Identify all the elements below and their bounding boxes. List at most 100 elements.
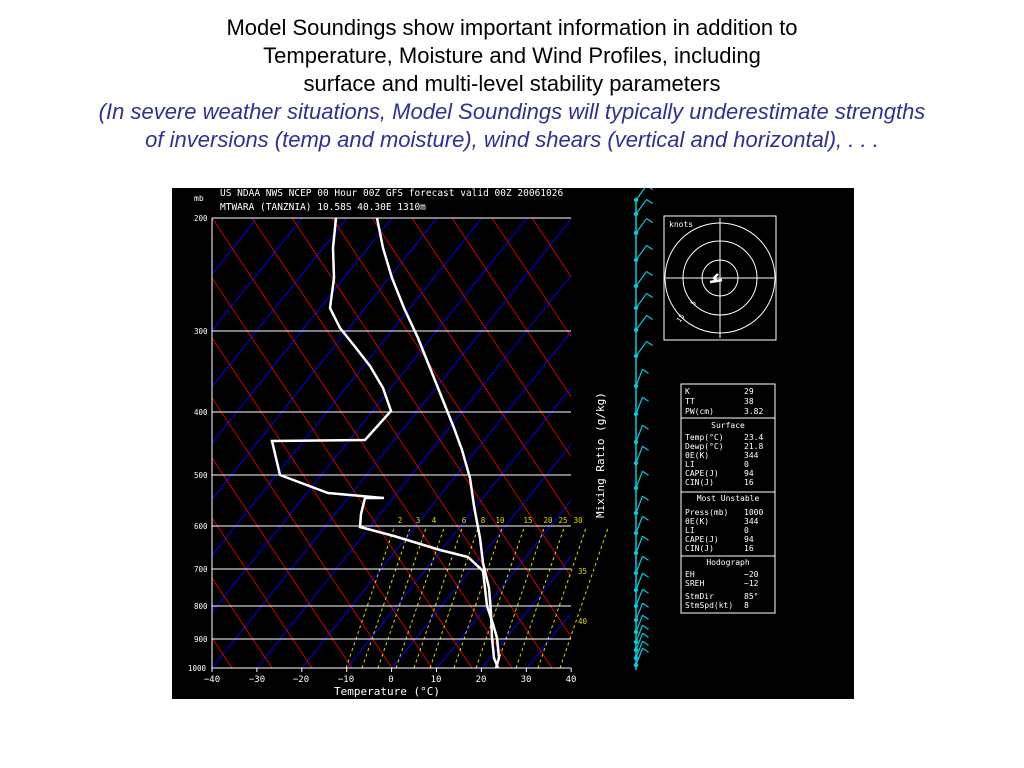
wind-barb-flag	[642, 572, 649, 578]
isotherm-line	[212, 218, 528, 613]
wind-barb-flag	[646, 292, 653, 298]
param-value: 94	[744, 535, 754, 544]
dry-adiabat-line	[212, 337, 433, 668]
wind-barb-dot	[633, 460, 639, 466]
param-label: CAPE(J)	[685, 535, 719, 544]
wind-barb-staff	[635, 496, 644, 514]
wind-barb-flag	[642, 602, 649, 608]
wind-barb-staff	[635, 589, 644, 607]
dry-adiabat-line	[411, 218, 571, 458]
param-label: Dewp(°C)	[685, 442, 724, 451]
mixing-ratio-value: 4	[432, 516, 437, 525]
dry-adiabat-line	[212, 577, 273, 668]
temp-tick-label: 40	[566, 675, 577, 685]
pressure-tick-label: 400	[194, 408, 208, 417]
param-value: 23.4	[744, 433, 763, 442]
hodograph: knots 5 15	[663, 215, 777, 341]
isotherm-line	[212, 218, 303, 332]
isotherm-line	[256, 274, 571, 668]
wind-barb-staff	[635, 536, 644, 554]
wind-barb-flag	[642, 515, 649, 521]
pressure-tick-labels: 200 300 400 500 600 700 800 900 1000	[188, 214, 208, 673]
mixing-ratio-value: 6	[462, 516, 467, 525]
param-label: Temp(°C)	[685, 433, 724, 442]
dry-adiabat-line	[212, 457, 353, 668]
mixing-ratio-value: 30	[573, 516, 583, 525]
title-line-1: Model Soundings show important informati…	[226, 15, 798, 40]
mixing-ratio-lines	[345, 527, 609, 669]
wind-barb-column	[633, 188, 653, 670]
dry-adiabat-line	[212, 637, 233, 668]
isotherm-line	[212, 218, 258, 276]
wind-barb-flag	[642, 614, 649, 620]
dry-adiabat-line	[531, 218, 571, 278]
temperature-tick-labels: −40 −30 −20 −10 0 10 20 30 40	[204, 675, 577, 685]
param-label: θE(K)	[685, 451, 709, 460]
mixing-ratio-line	[453, 527, 503, 669]
pressure-tick-label: 1000	[188, 664, 207, 673]
isotherm-line	[212, 218, 438, 501]
dry-adiabat-line	[371, 218, 571, 518]
wind-barb-staff	[635, 516, 644, 534]
param-label: StmSpd(kt)	[685, 601, 733, 610]
temp-tick-label: −20	[293, 675, 309, 685]
isotherm-line	[212, 218, 348, 388]
param-label: EH	[685, 570, 695, 579]
wind-barb-staff	[635, 397, 644, 415]
pressure-tick-label: 900	[194, 635, 208, 644]
mixing-ratio-value: 20	[543, 516, 553, 525]
param-label: Press(mb)	[685, 508, 728, 517]
mixing-ratio-line	[395, 527, 445, 669]
isotherm-line	[481, 555, 571, 668]
hodograph-mark: 5	[689, 299, 698, 307]
param-label: PW(cm)	[685, 407, 714, 416]
dewpoint-profile	[270, 217, 501, 669]
wind-barb-flag	[646, 217, 653, 223]
wind-barb-staff	[635, 471, 644, 489]
mixing-ratio-value: 2	[398, 516, 403, 525]
pressure-tick-label: 500	[194, 471, 208, 480]
dry-adiabat-line	[451, 218, 571, 398]
pressure-tick-label: 800	[194, 602, 208, 611]
mixing-ratio-axis-label: Mixing Ratio (g/kg)	[594, 392, 607, 518]
param-label: SREH	[685, 579, 704, 588]
wind-barb-flag	[646, 244, 653, 250]
param-label: θE(K)	[685, 517, 709, 526]
pressure-unit-label: mb	[194, 194, 204, 203]
x-axis-label: Temperature (°C)	[334, 685, 440, 698]
wind-barb-dot	[633, 485, 639, 491]
skewt-diagram: US NDAA NWS NCEP 00 Hour 00Z GFS forecas…	[188, 188, 777, 698]
mixing-ratio-line	[413, 527, 463, 669]
wind-barb-flag	[642, 647, 649, 653]
temperature-profile	[375, 217, 500, 669]
section-title-surface: Surface	[711, 421, 745, 430]
isotherm-line	[212, 218, 483, 557]
mixing-ratio-line	[377, 527, 427, 669]
wind-barb-staff	[635, 218, 648, 234]
wind-barb-staff	[635, 641, 644, 659]
wind-barb-staff	[635, 315, 648, 331]
sounding-header-line-1: US NDAA NWS NCEP 00 Hour 00Z GFS forecas…	[220, 188, 563, 199]
hodograph-frame	[663, 215, 777, 341]
theta-label: 40	[578, 617, 588, 626]
wind-barb-flag	[642, 445, 649, 451]
param-value: 29	[744, 387, 754, 396]
wind-barb-flag	[642, 535, 649, 541]
wind-barb-dot	[633, 439, 639, 445]
param-value: 16	[744, 478, 754, 487]
param-value: 8	[744, 601, 749, 610]
dry-adiabat-line	[212, 277, 473, 668]
param-value: 16	[744, 544, 754, 553]
wind-barb-staff	[635, 446, 644, 464]
pressure-tick-label: 600	[194, 522, 208, 531]
dry-adiabat-line	[212, 517, 313, 668]
wind-barb-flag	[642, 495, 649, 501]
dry-adiabat-line	[491, 218, 571, 338]
temp-tick-label: −40	[204, 675, 220, 685]
param-value: 0	[744, 526, 749, 535]
mixing-ratio-line	[475, 527, 525, 669]
param-value: −12	[744, 579, 759, 588]
pressure-tick-label: 700	[194, 565, 208, 574]
wind-barb-dot	[633, 411, 639, 417]
wind-barb-staff	[635, 556, 644, 574]
